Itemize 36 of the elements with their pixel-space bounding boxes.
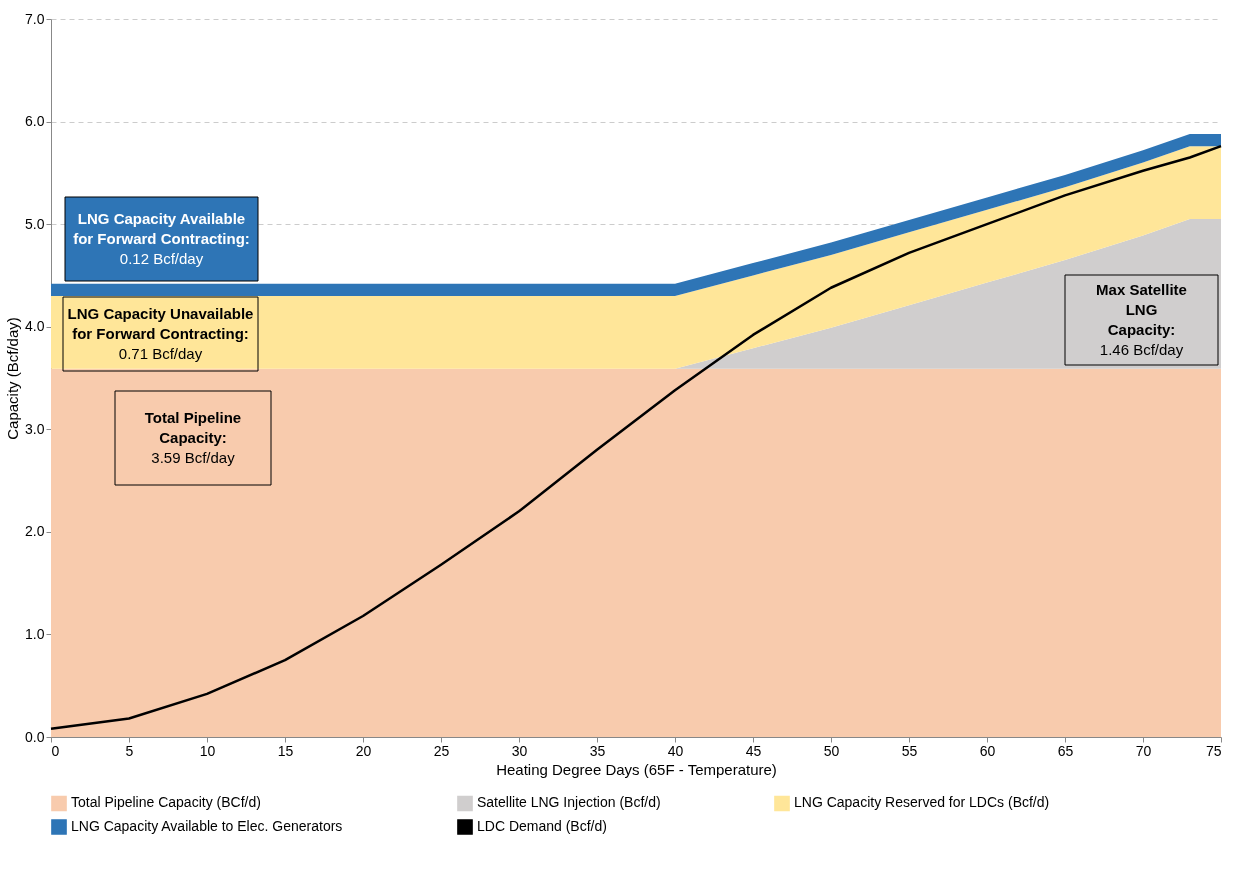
x-tick-label: 65: [1057, 742, 1074, 759]
x-tick-label: 15: [277, 742, 294, 759]
y-tick-label: 6.0: [25, 113, 45, 130]
annotation: Total Pipeline Capacity: 3.59 Bcf/day: [144, 409, 242, 466]
x-tick-label: 55: [901, 742, 918, 759]
y-tick-label: 3.0: [25, 420, 45, 437]
y-tick-label: 4.0: [25, 318, 45, 335]
annotation: LNG Capacity Available for Forward Contracting: 0.12 Bcf/day: [73, 210, 250, 267]
y-axis-title: Capacity (Bcf/day): [4, 317, 22, 440]
legend-label: LNG Capacity Available to Elec. Generators: [71, 818, 343, 834]
y-tick-label: 1.0: [25, 625, 45, 642]
legend-label: Satellite LNG Injection (Bcf/d): [477, 794, 661, 811]
annotation: LNG Capacity Unavailable for Forward Contracting: 0.71 Bcf/day: [67, 305, 254, 362]
y-tick-label: 5.0: [25, 215, 45, 232]
x-tick-label: 70: [1135, 742, 1152, 759]
x-tick-label: 50: [823, 742, 840, 759]
legend-label: Total Pipeline Capacity (BCf/d): [71, 794, 261, 811]
x-tick-label: 30: [511, 742, 528, 759]
y-tick-label: 0.0: [25, 728, 45, 745]
x-tick-label: 10: [199, 742, 216, 759]
x-tick-label: 60: [979, 742, 996, 759]
legend-label: LDC Demand (Bcf/d): [477, 818, 607, 834]
x-axis-title: Heating Degree Days (65F - Temperature): [496, 760, 777, 778]
legend-label: LNG Capacity Reserved for LDCs (Bcf/d): [794, 794, 1050, 811]
y-tick-label: 2.0: [25, 523, 45, 540]
x-tick-label: 25: [433, 742, 450, 759]
x-tick-label: 45: [745, 742, 762, 759]
x-tick-label: 35: [589, 742, 606, 759]
x-tick-label: 5: [125, 742, 134, 759]
y-tick-label: 7.0: [25, 10, 45, 27]
line-series: [49, 144, 1223, 731]
x-tick-label: 40: [667, 742, 684, 759]
annotation: Max Satellite LNG Capacity: 1.46 Bcf/day: [1096, 281, 1187, 358]
x-tick-label: 0: [51, 742, 60, 759]
x-tick-label: 20: [355, 742, 372, 759]
x-tick-label: 75: [1205, 742, 1222, 759]
